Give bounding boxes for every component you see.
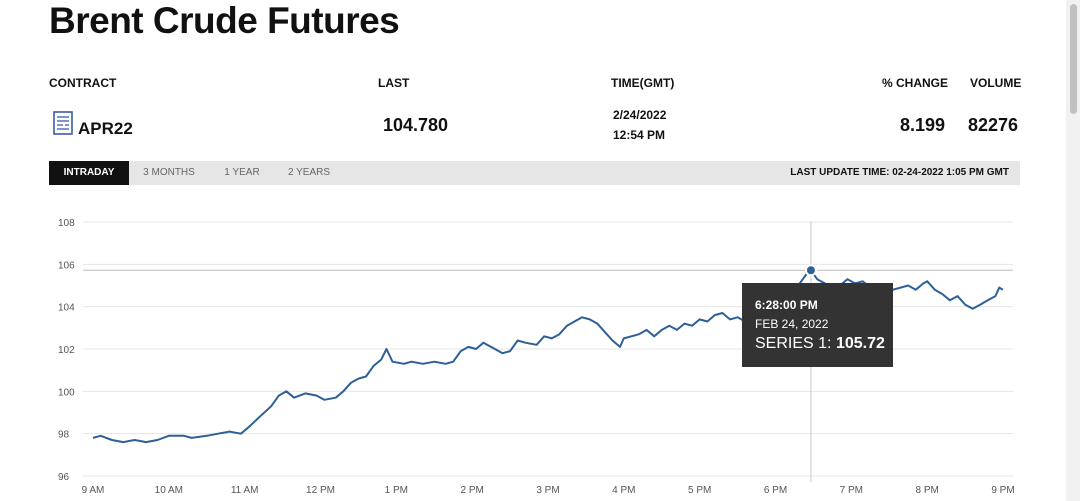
header-volume: VOLUME bbox=[970, 76, 1022, 90]
last-update-time: LAST UPDATE TIME: 02-24-2022 1:05 PM GMT bbox=[790, 167, 1009, 178]
time-time: 12:54 PM bbox=[613, 128, 666, 142]
tooltip-date: FEB 24, 2022 bbox=[755, 317, 829, 331]
x-tick-label: 10 AM bbox=[155, 485, 183, 496]
y-tick-label: 104 bbox=[58, 303, 75, 314]
pct-change-value: 8.199 bbox=[900, 115, 946, 135]
x-tick-label: 8 PM bbox=[915, 485, 938, 496]
y-tick-label: 100 bbox=[58, 387, 75, 398]
highlight-point bbox=[804, 264, 817, 277]
tooltip-series-label: SERIES 1: bbox=[755, 335, 832, 352]
contract-document-icon[interactable] bbox=[53, 111, 73, 135]
x-tick-label: 1 PM bbox=[385, 485, 408, 496]
header-contract: CONTRACT bbox=[49, 76, 117, 90]
y-tick-label: 98 bbox=[58, 430, 70, 441]
volume-value: 82276 bbox=[968, 115, 1019, 135]
x-tick-label: 7 PM bbox=[840, 485, 863, 496]
tab-3-months[interactable]: 3 MONTHS bbox=[143, 167, 195, 178]
tooltip-time: 6:28:00 PM bbox=[755, 298, 818, 312]
y-tick-label: 96 bbox=[58, 472, 70, 483]
page-title: Brent Crude Futures bbox=[49, 0, 400, 41]
header-pct-change: % CHANGE bbox=[882, 76, 949, 90]
y-tick-label: 102 bbox=[58, 345, 75, 356]
x-tick-label: 5 PM bbox=[688, 485, 711, 496]
x-tick-label: 2 PM bbox=[460, 485, 483, 496]
tooltip-series: SERIES 1: 105.72 bbox=[755, 335, 885, 353]
tab-1-year[interactable]: 1 YEAR bbox=[224, 167, 260, 178]
x-tick-label: 3 PM bbox=[536, 485, 559, 496]
x-tick-label: 11 AM bbox=[231, 485, 259, 496]
range-tab-bar: INTRADAY 3 MONTHS 1 YEAR 2 YEARS LAST UP… bbox=[49, 161, 1020, 185]
intraday-line-chart: 96 98 100 102 104 106 108 9 AM 10 AM 11 AM 12 PM 1 … bbox=[58, 218, 1015, 496]
chart-tooltip: 6:28:00 PM FEB 24, 2022 SERIES 1: 105.72 bbox=[742, 283, 893, 367]
tab-2-years[interactable]: 2 YEARS bbox=[287, 167, 331, 178]
x-tick-label: 9 PM bbox=[991, 485, 1014, 496]
header-time: TIME(GMT) bbox=[611, 76, 675, 90]
x-tick-label: 12 PM bbox=[306, 485, 335, 496]
y-tick-label: 106 bbox=[58, 260, 75, 271]
x-tick-label: 9 AM bbox=[82, 485, 105, 496]
page-scrollbar[interactable] bbox=[1066, 0, 1080, 501]
x-tick-label: 6 PM bbox=[764, 485, 787, 496]
scrollbar-thumb[interactable] bbox=[1070, 4, 1077, 114]
y-tick-label: 108 bbox=[58, 218, 75, 229]
tab-intraday[interactable]: INTRADAY bbox=[49, 161, 129, 185]
contract-value[interactable]: APR22 bbox=[78, 119, 133, 138]
tooltip-value: 105.72 bbox=[835, 335, 885, 352]
x-tick-label: 4 PM bbox=[612, 485, 635, 496]
time-date: 2/24/2022 bbox=[613, 108, 667, 122]
last-value: 104.780 bbox=[383, 115, 449, 135]
header-last: LAST bbox=[378, 76, 410, 90]
